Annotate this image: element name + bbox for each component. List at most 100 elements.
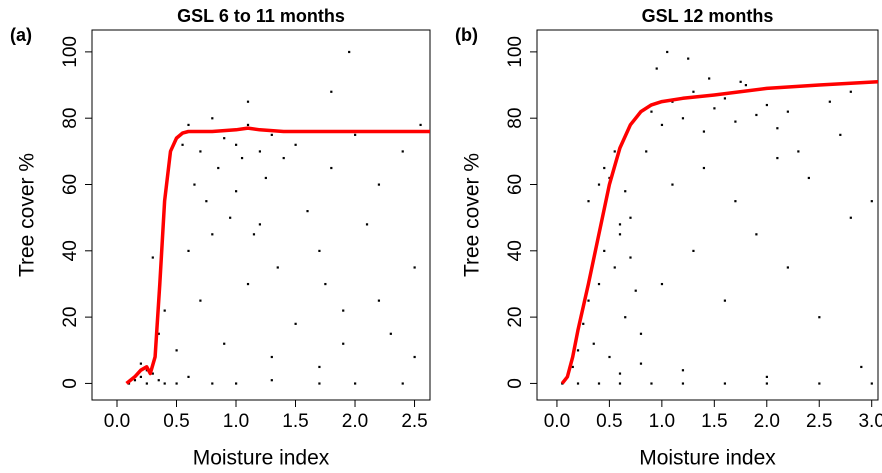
point	[870, 382, 873, 385]
point	[587, 299, 590, 302]
x-tick-label: 2.5	[401, 411, 427, 432]
point	[199, 299, 202, 302]
point	[755, 233, 758, 236]
point	[839, 133, 842, 136]
y-tick-label: 100	[505, 36, 526, 68]
point	[157, 332, 160, 335]
point	[786, 266, 789, 269]
point	[235, 382, 238, 385]
point	[613, 266, 616, 269]
point	[597, 282, 601, 286]
point	[389, 332, 392, 335]
point	[211, 117, 214, 120]
point	[145, 382, 148, 385]
point	[175, 349, 178, 352]
point	[582, 322, 585, 325]
plot-frame	[536, 29, 879, 401]
point	[828, 100, 831, 103]
point	[246, 100, 250, 103]
point	[235, 190, 238, 193]
point	[282, 156, 285, 160]
point	[246, 282, 250, 286]
point	[330, 90, 333, 93]
point	[354, 133, 357, 136]
y-tick-label: 20	[60, 307, 81, 328]
point	[199, 150, 202, 153]
point	[348, 50, 351, 54]
point	[181, 143, 184, 146]
point	[687, 57, 690, 60]
panel-label: (a)	[10, 25, 32, 45]
point	[163, 382, 166, 385]
point	[365, 223, 369, 226]
point	[175, 382, 178, 385]
point	[258, 150, 262, 153]
point	[723, 299, 727, 302]
point	[354, 382, 357, 385]
x-tick-label: 2.5	[806, 411, 832, 432]
point	[330, 166, 333, 170]
point	[139, 362, 142, 365]
point	[629, 216, 632, 219]
point	[723, 97, 727, 100]
point	[755, 113, 758, 117]
point	[187, 123, 190, 127]
point	[252, 233, 256, 236]
point	[151, 372, 154, 375]
point	[786, 110, 789, 113]
point	[681, 369, 685, 372]
point	[401, 382, 404, 385]
point	[597, 183, 601, 186]
point	[739, 80, 742, 83]
chart-title: GSL 12 months	[642, 6, 774, 26]
point	[139, 375, 142, 378]
y-axis-label: Tree cover %	[461, 153, 484, 277]
point	[629, 256, 632, 259]
point	[193, 183, 196, 186]
point	[681, 117, 685, 120]
point	[377, 183, 381, 186]
x-tick-label: 1.0	[649, 411, 675, 432]
point	[217, 166, 220, 170]
x-tick-label: 0.0	[104, 411, 130, 432]
point	[666, 50, 669, 54]
point	[624, 316, 627, 319]
point	[713, 107, 716, 110]
point	[734, 200, 737, 203]
point	[650, 110, 653, 113]
point	[618, 382, 622, 385]
point	[818, 316, 821, 319]
x-tick-label: 1.0	[223, 411, 249, 432]
point	[849, 216, 852, 219]
x-axis-label: Moisture index	[193, 447, 330, 470]
point	[211, 233, 214, 236]
point	[270, 133, 273, 136]
point	[671, 100, 674, 103]
point	[681, 382, 685, 385]
point	[413, 266, 416, 269]
y-axis-label: Tree cover %	[16, 153, 39, 277]
point	[571, 365, 574, 369]
point	[734, 120, 737, 123]
point	[318, 382, 321, 385]
y-tick-label: 60	[60, 174, 81, 195]
point	[639, 362, 643, 365]
plot-frame	[91, 29, 431, 401]
y-tick-label: 100	[60, 36, 81, 68]
point	[849, 90, 852, 93]
point	[618, 233, 622, 236]
x-tick-label: 1.5	[282, 411, 308, 432]
x-tick-label: 0.5	[163, 411, 189, 432]
y-tick-label: 0	[60, 378, 81, 389]
point	[377, 299, 381, 302]
point	[765, 103, 768, 107]
point	[807, 176, 810, 180]
point	[592, 342, 595, 345]
point	[229, 216, 232, 219]
x-tick-label: 0.5	[596, 411, 622, 432]
point	[294, 322, 297, 325]
y-tick-label: 40	[505, 240, 526, 261]
point	[860, 365, 863, 369]
point	[561, 382, 564, 385]
